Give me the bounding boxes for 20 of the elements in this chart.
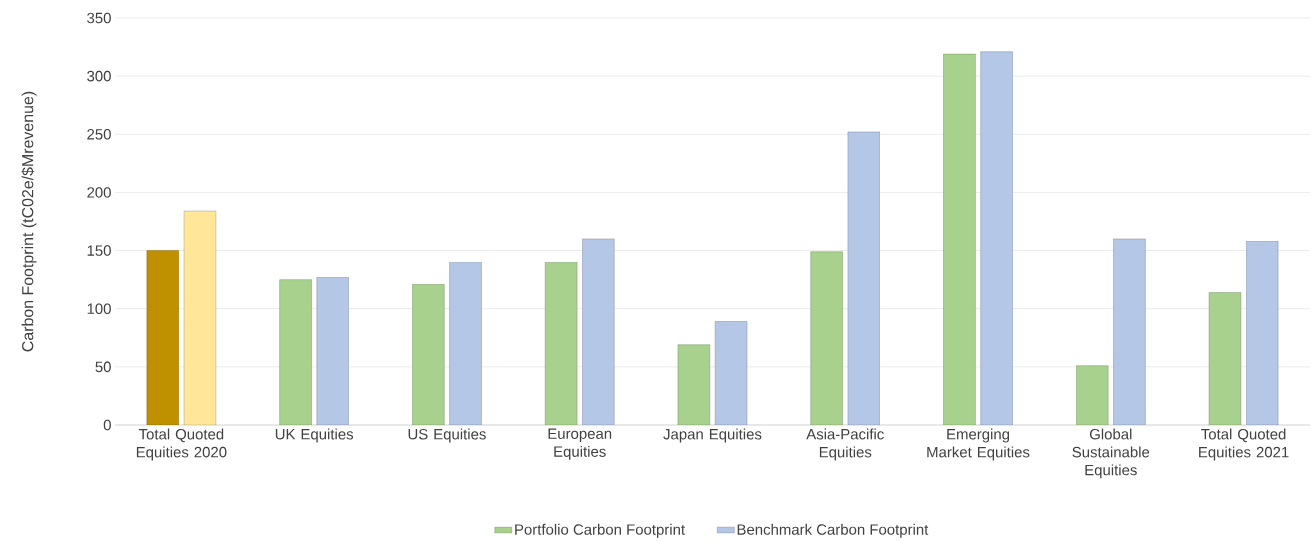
y-tick-label: 150 [87, 245, 111, 256]
legend-label: Benchmark Carbon Footprint [737, 523, 929, 538]
y-tick-label: 350 [87, 12, 111, 24]
y-tick-label: 250 [87, 128, 111, 140]
x-tick-label: UK Equities [275, 428, 354, 443]
x-tick-label: Emerging Market Equities [927, 428, 1030, 461]
x-tick-label: European Equities [548, 428, 612, 460]
y-tick-label: 100 [87, 303, 111, 314]
y-tick-label: 300 [87, 70, 111, 82]
x-tick-label: US Equities [408, 428, 486, 443]
y-axis-title: Carbon Footprint (tC02e/$Mrevenue) [21, 91, 37, 352]
x-tick-label: Global Sustainable Equities [1072, 428, 1150, 479]
y-tick-label: 0 [103, 419, 111, 431]
x-tick-label: Total Quoted Equities 2021 [1199, 428, 1289, 461]
legend-label: Portfolio Carbon Footprint [515, 523, 685, 538]
x-tick-label: Japan Equities [663, 428, 762, 443]
x-tick-label: Asia-Pacific Equities [806, 428, 884, 461]
y-tick-label: 200 [87, 187, 111, 198]
x-tick-label: Total Quoted Equities 2020 [136, 428, 227, 461]
y-tick-label: 50 [95, 361, 111, 373]
